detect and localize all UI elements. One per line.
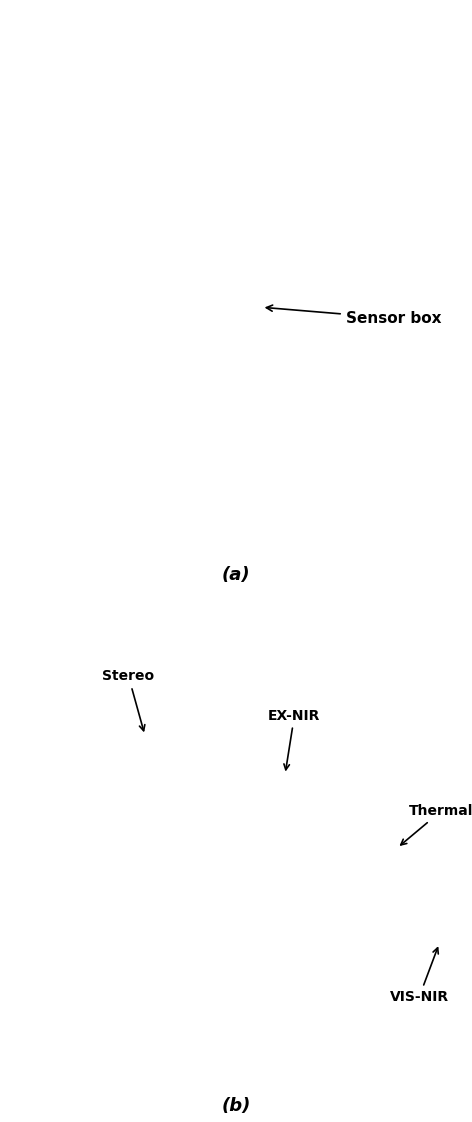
Text: Stereo: Stereo bbox=[102, 670, 155, 730]
Text: (b): (b) bbox=[221, 1097, 251, 1115]
Text: Sensor box: Sensor box bbox=[266, 305, 441, 325]
Text: VIS-NIR: VIS-NIR bbox=[389, 948, 448, 1004]
Text: EX-NIR: EX-NIR bbox=[268, 709, 320, 770]
Text: (a): (a) bbox=[222, 565, 250, 583]
Text: Thermal: Thermal bbox=[401, 804, 472, 845]
